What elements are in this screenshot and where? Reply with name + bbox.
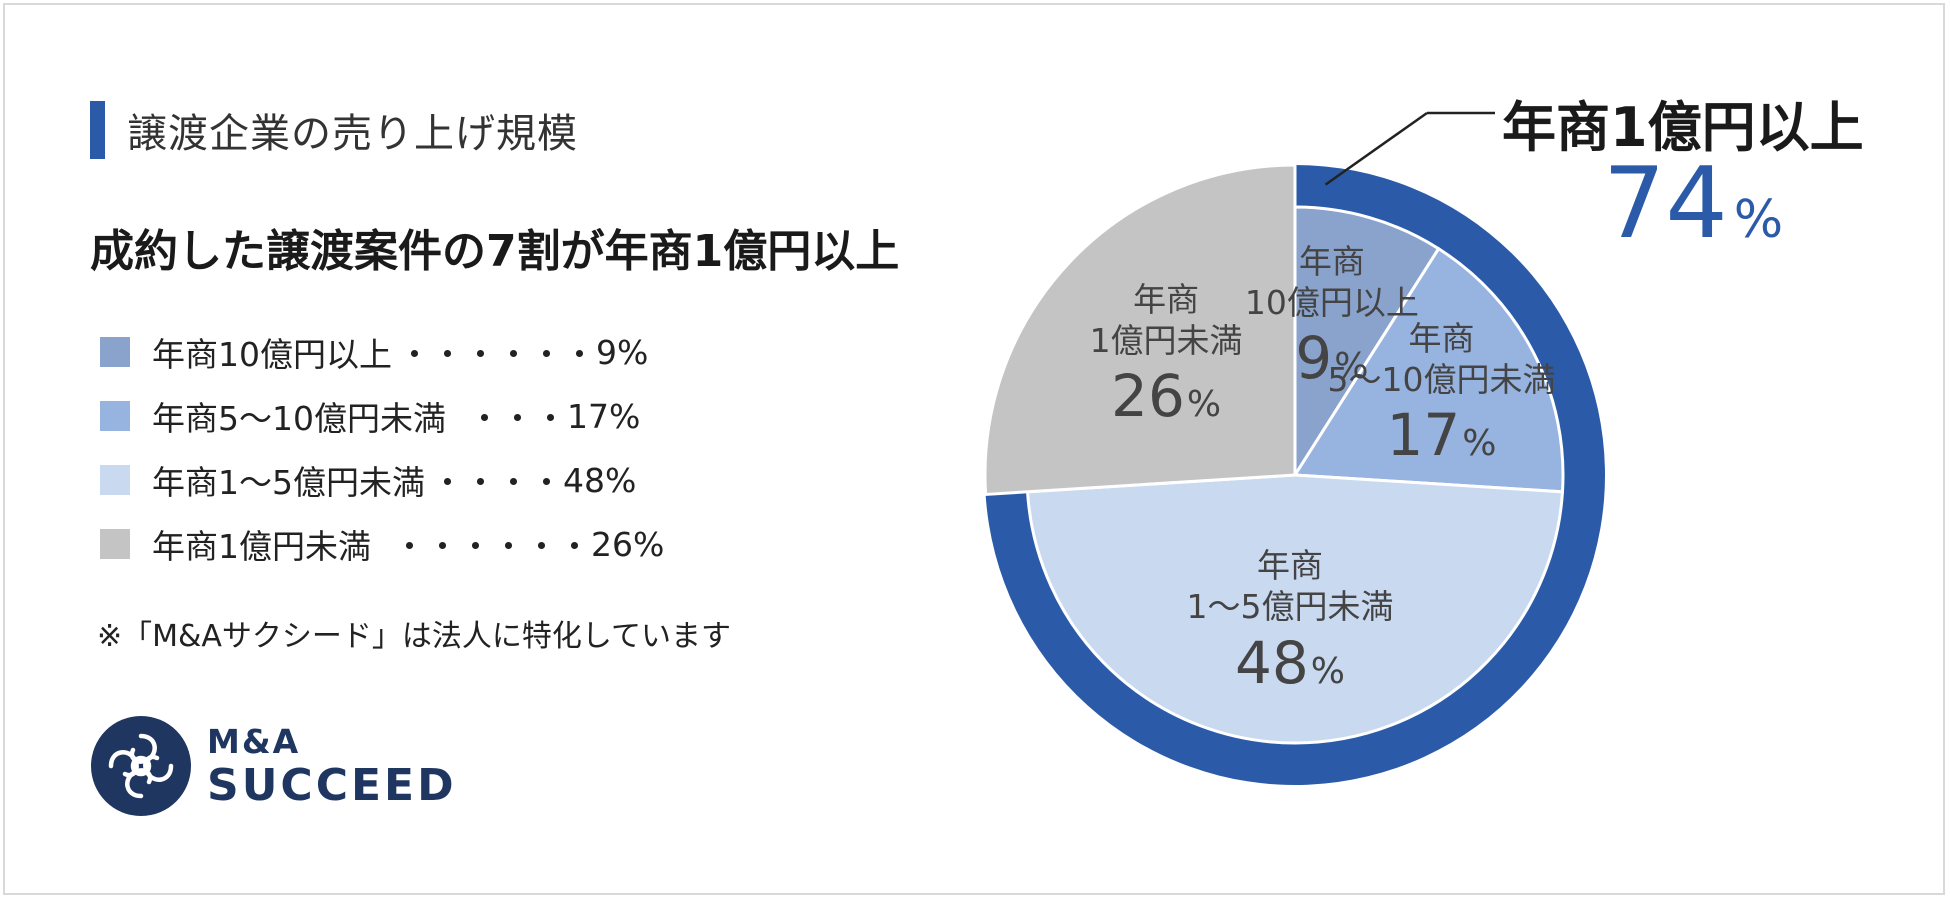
legend-item: 年商1億円未満 ・・・・・・ 26% <box>100 512 664 576</box>
slice-label-range: 1〜5億円未満 <box>1186 587 1394 627</box>
legend: 年商10億円以上 ・・・・・・ 9% 年商5〜10億円未満 ・・・ 17% 年商… <box>100 320 664 576</box>
slice-value-number: 17 <box>1386 401 1461 470</box>
section-title: 譲渡企業の売り上げ規模 <box>127 111 578 157</box>
logo-wordmark: M&A SUCCEED <box>207 725 457 808</box>
slice-value-number: 48 <box>1234 628 1309 697</box>
slice-label-category: 年商 <box>1133 279 1200 319</box>
slice-label-range: 10億円以上 <box>1244 283 1419 323</box>
legend-swatch <box>100 401 130 431</box>
slice-value: 26% <box>1090 367 1243 425</box>
callout-unit: % <box>1733 190 1784 250</box>
legend-item: 年商1〜5億円未満 ・・・・ 48% <box>100 448 664 512</box>
pie-slice <box>1293 205 1441 481</box>
legend-dots: ・・・・ <box>431 463 563 502</box>
legend-swatch <box>100 529 130 559</box>
slice-label-range: 1億円未満 <box>1089 320 1243 360</box>
footnote: ※「M&Aサクシード」は法人に特化しています <box>97 619 732 654</box>
callout-leader-line <box>1324 111 1428 186</box>
legend-value: 9% <box>596 332 649 372</box>
slice-label-category: 年商 <box>1408 318 1475 358</box>
slice-value-unit: % <box>1334 346 1369 388</box>
section-accent-bar <box>90 101 105 159</box>
legend-dots: ・・・ <box>468 399 567 438</box>
slice-label: 年商 10億円以上 9% <box>1245 241 1419 388</box>
slice-label-category: 年商 <box>1298 241 1365 281</box>
callout-value: 74% <box>1603 155 1783 253</box>
legend-value: 26% <box>591 524 665 564</box>
pie-slice <box>1025 473 1565 745</box>
logo-line1: M&A <box>207 721 301 761</box>
slice-label: 年商 1億円未満 26% <box>1090 279 1243 426</box>
slice-value: 48% <box>1187 634 1394 692</box>
slice-label: 年商 5〜10億円未満 17% <box>1327 318 1555 465</box>
slice-value-number: 9 <box>1295 324 1333 393</box>
pie-slice <box>1292 246 1565 494</box>
succeed-knot-icon <box>91 716 191 816</box>
slice-value-number: 26 <box>1111 362 1185 431</box>
slice-value: 17% <box>1327 406 1555 464</box>
slice-value: 9% <box>1245 329 1419 387</box>
section-heading: 譲渡企業の売り上げ規模 <box>90 101 578 159</box>
legend-label: 年商5〜10億円未満 <box>152 399 446 438</box>
pie-slice <box>983 163 1297 497</box>
slice-value-unit: % <box>1462 423 1497 465</box>
chart-panel: 譲渡企業の売り上げ規模 成約した譲渡案件の7割が年商1億円以上 年商10億円以上… <box>3 3 1945 895</box>
legend-swatch <box>100 465 130 495</box>
slice-value-unit: % <box>1310 650 1346 692</box>
legend-swatch <box>100 337 130 367</box>
legend-label: 年商1億円未満 <box>152 527 371 566</box>
legend-dots: ・・・・・・ <box>398 335 596 374</box>
legend-item: 年商5〜10億円未満 ・・・ 17% <box>100 384 664 448</box>
callout-number: 74 <box>1603 147 1728 261</box>
legend-label: 年商10億円以上 <box>152 335 392 374</box>
pie-chart <box>983 111 1605 785</box>
legend-value: 48% <box>563 460 637 500</box>
logo-line2: SUCCEED <box>207 759 457 811</box>
legend-dots: ・・・・・・ <box>393 527 591 566</box>
slice-value-unit: % <box>1186 384 1222 426</box>
brand-logo: M&A SUCCEED <box>89 714 457 818</box>
slice-label-category: 年商 <box>1257 546 1323 585</box>
callout-label: 年商1億円以上 <box>1502 96 1864 159</box>
slice-label: 年商 1〜5億円未満 48% <box>1187 545 1394 692</box>
legend-item: 年商10億円以上 ・・・・・・ 9% <box>100 320 664 384</box>
headline: 成約した譲渡案件の7割が年商1億円以上 <box>90 226 900 277</box>
legend-value: 17% <box>567 396 641 436</box>
legend-label: 年商1〜5億円未満 <box>152 463 425 502</box>
slice-label-range: 5〜10億円未満 <box>1327 360 1556 400</box>
